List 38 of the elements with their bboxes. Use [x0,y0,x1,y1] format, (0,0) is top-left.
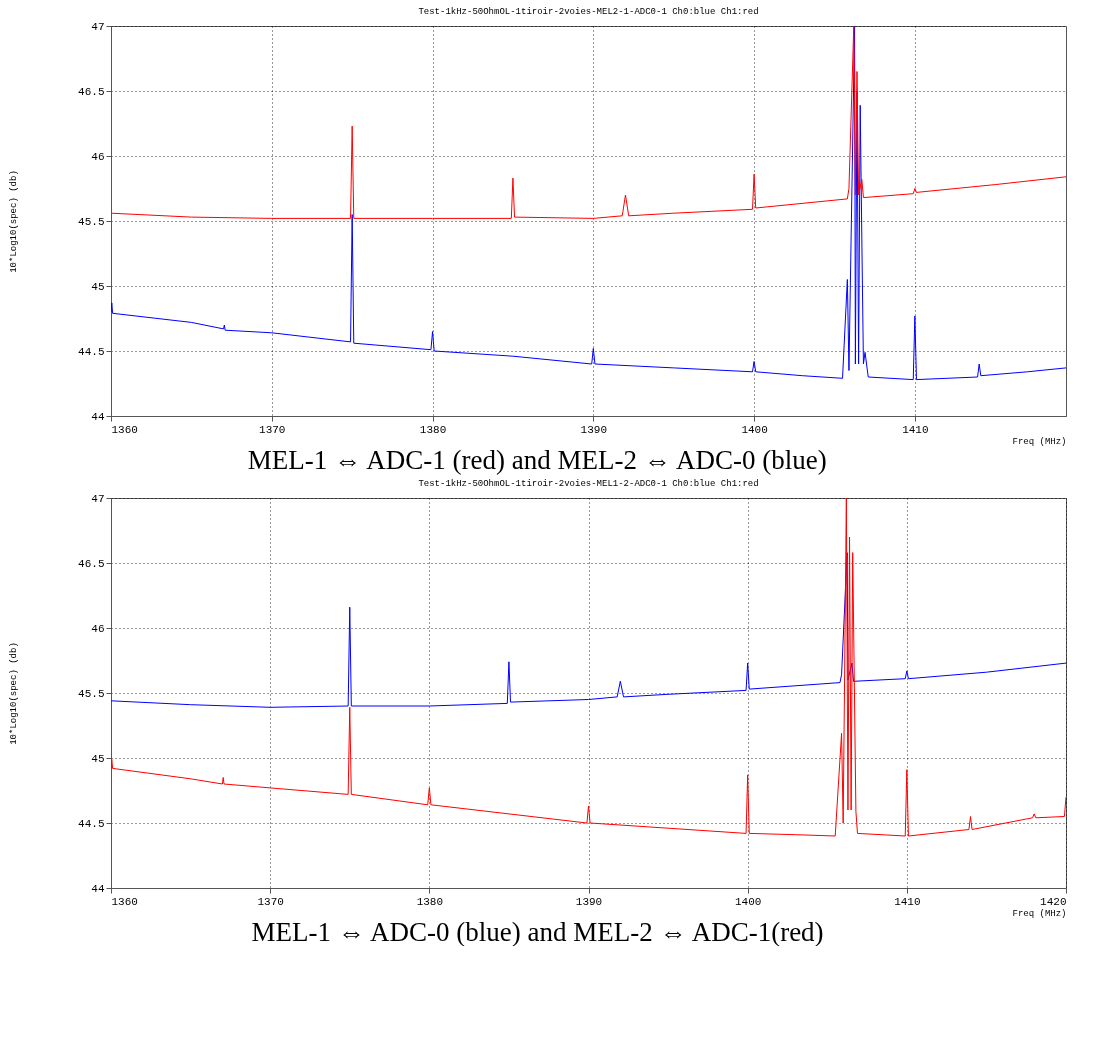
y-tick-label: 44 [91,882,105,895]
y-tick-label: 44.5 [78,817,105,830]
x-tick-label: 1360 [111,895,138,908]
chart-title: Test-1kHz-50OhmOL-1tiroir-2voies-MEL1-2-ADC0-1 Ch0:blue Ch1:red [418,479,759,489]
x-tick-label: 1390 [575,895,603,908]
y-tick-label: 45.5 [78,687,105,700]
line-series [111,26,1066,219]
x-tick-label: 1410 [894,895,921,908]
y-tick-label: 44.5 [78,345,105,358]
line-series [111,26,1066,381]
text: MEL-1 ⇔ ADC-0 (blue) and MEL-2 ⇔ ADC-1(red) [251,916,824,947]
y-tick-label: 44 [91,410,105,423]
y-tick-label: 45.5 [78,215,105,228]
x-tick-label: 1380 [416,895,444,908]
y-axis-title: 10*Log10(spec) (db) [9,170,20,273]
x-tick-label: 1360 [111,423,138,436]
y-tick-label: 45 [91,280,105,293]
y-tick-label: 47 [91,492,105,505]
y-tick-label: 47 [91,20,105,33]
x-axis-title: Freq (MHz) [1012,908,1067,919]
x-tick-label: 1380 [419,423,447,436]
y-tick-label: 46.5 [78,85,105,98]
x-tick-label: 1370 [259,423,286,436]
x-tick-label: 1400 [741,423,768,436]
x-tick-label: 1370 [257,895,284,908]
x-tick-label: 1420 [1040,895,1067,908]
y-tick-label: 46.5 [78,557,105,570]
y-tick-label: 46 [91,150,105,163]
chart-title: Test-1kHz-50OhmOL-1tiroir-2voies-MEL2-1-ADC0-1 Ch0:blue Ch1:red [418,7,759,17]
text: MEL-1 ⇔ ADC-1 (red) and MEL-2 ⇔ ADC-0 (blue) [247,444,827,475]
x-tick-label: 1400 [734,895,762,908]
line-series [111,552,1066,708]
y-tick-label: 45 [91,752,105,765]
x-tick-label: 1410 [902,423,929,436]
x-axis-title: Freq (MHz) [1012,436,1067,447]
y-tick-label: 46 [91,622,105,635]
x-tick-label: 1390 [580,423,608,436]
y-axis-title: 10*Log10(spec) (db) [9,642,20,745]
